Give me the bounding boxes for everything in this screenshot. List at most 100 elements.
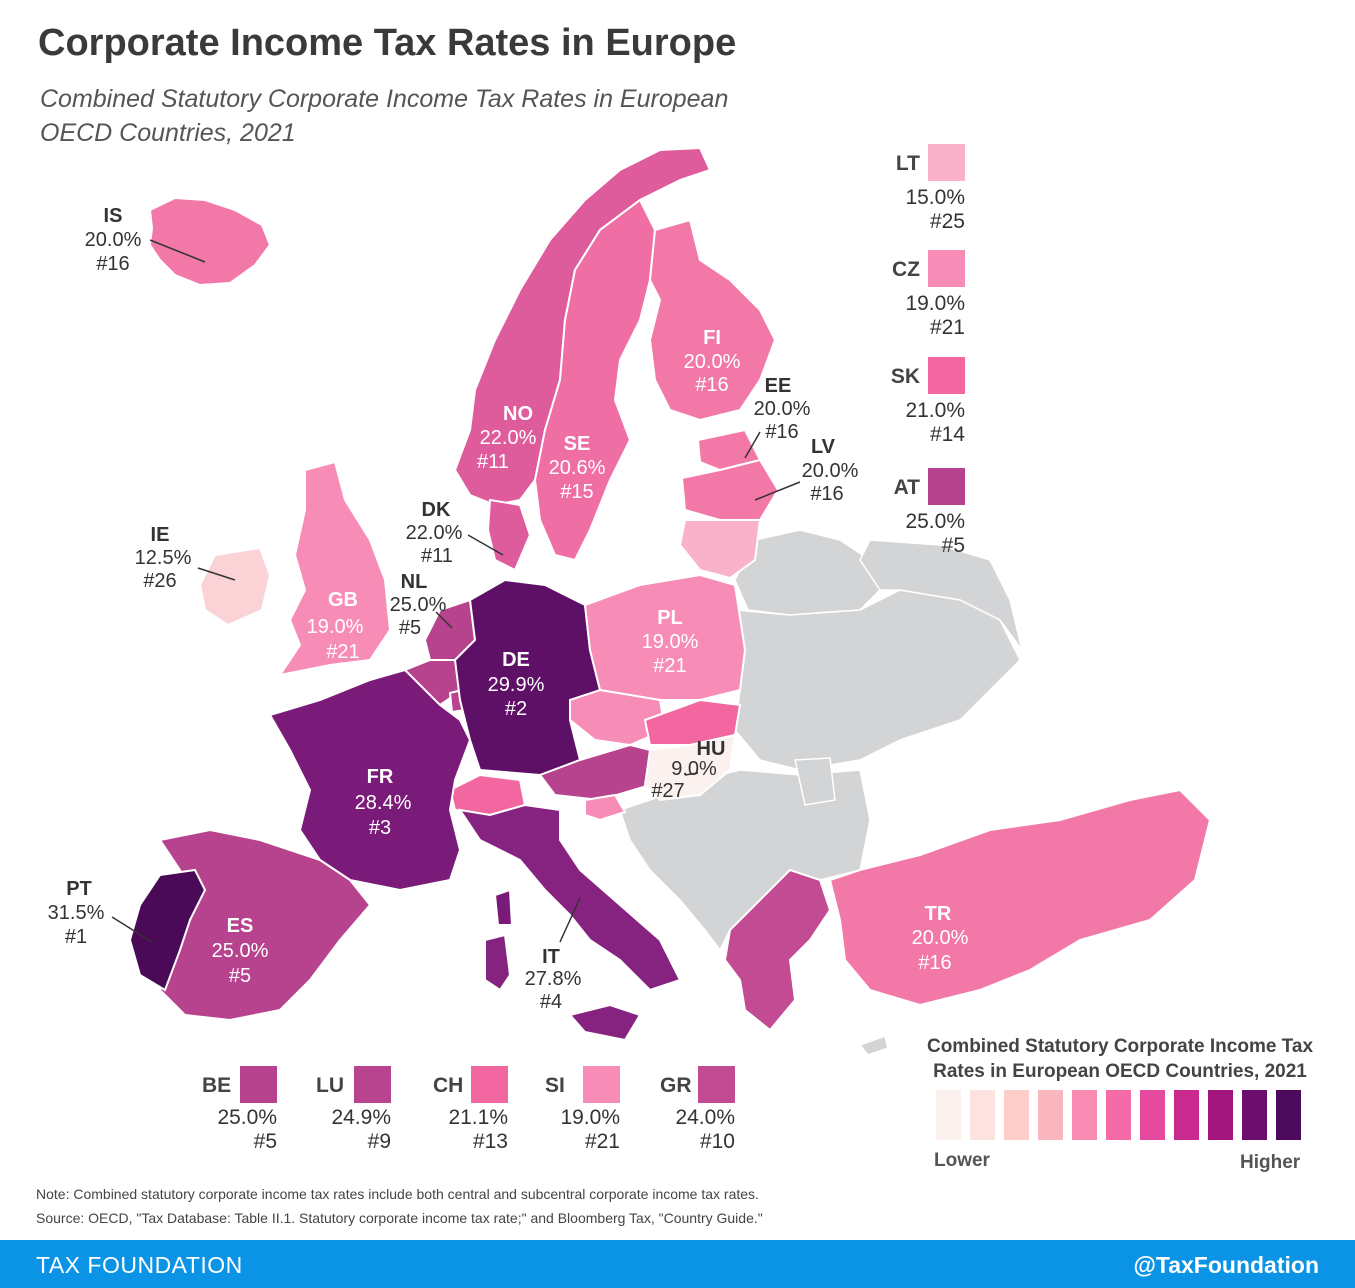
label-it: IT 27.8% #4 [525, 946, 582, 1013]
label-rate: 20.0% [85, 229, 142, 251]
label-rank: #5 [229, 965, 251, 987]
label-rank: #5 [399, 617, 421, 639]
country-labels: IS 20.0% #16 FI 20.0% #16 EE 20.0% #16 L… [48, 205, 969, 1013]
label-fi: FI 20.0% #16 [684, 327, 741, 396]
label-rate: 22.0% [480, 427, 537, 449]
color-legend-step [1208, 1090, 1233, 1140]
bottom-legend-rank: #10 [699, 1130, 735, 1153]
label-gb: GB 19.0% #21 [307, 589, 364, 663]
label-code: TR [925, 903, 952, 925]
italy-shape [457, 803, 682, 992]
color-legend-higher-label: Higher [1240, 1152, 1301, 1173]
bottom-legend-swatch [240, 1066, 277, 1103]
color-legend-title: Combined Statutory Corporate Income Tax … [926, 1036, 1314, 1082]
label-code: GB [328, 589, 358, 611]
label-fr: FR 28.4% #3 [355, 766, 412, 839]
label-code: IE [151, 524, 170, 546]
label-code: DE [502, 649, 530, 671]
moldova-region [794, 757, 836, 806]
source-text: Source: OECD, "Tax Database: Table II.1.… [36, 1210, 763, 1226]
label-code: LV [811, 436, 836, 458]
label-rate: 9.0% [671, 758, 717, 780]
side-legend-swatch [928, 250, 965, 287]
label-rate: 20.0% [754, 398, 811, 420]
color-legend-step [1242, 1090, 1267, 1140]
label-rate: 20.0% [912, 927, 969, 949]
color-legend-step [970, 1090, 995, 1140]
bottom-legend-swatch [583, 1066, 620, 1103]
iceland-shape [148, 196, 272, 287]
label-rate: 12.5% [135, 547, 192, 569]
label-ie: IE 12.5% #26 [135, 524, 192, 592]
slovenia-shape [584, 793, 627, 822]
side-legend-code: AT [893, 476, 920, 499]
label-rank: #1 [65, 926, 87, 948]
label-de: DE 29.9% #2 [488, 649, 545, 720]
label-rank: #27 [651, 780, 684, 802]
side-legend-rate: 19.0% [905, 292, 965, 315]
cyprus-region [858, 1035, 889, 1056]
denmark-shape [486, 498, 532, 572]
color-legend-step [1072, 1090, 1097, 1140]
bottom-legend-rate: 19.0% [560, 1106, 620, 1129]
label-no: NO 22.0% #11 [477, 403, 537, 473]
label-rank: #16 [810, 483, 843, 505]
label-rank: #11 [477, 451, 509, 473]
label-rank: #2 [505, 698, 527, 720]
label-code: NO [503, 403, 533, 425]
oecd-countries [128, 146, 1212, 1042]
label-code: IS [104, 205, 123, 227]
label-rank: #16 [765, 421, 798, 443]
side-legend-swatch [928, 357, 965, 394]
color-legend-step [1174, 1090, 1199, 1140]
map-title: Corporate Income Tax Rates in Europe [38, 22, 737, 64]
label-code: PL [657, 607, 683, 629]
label-rank: #16 [96, 253, 129, 275]
label-rate: 27.8% [525, 968, 582, 990]
bottom-legend-swatch [354, 1066, 391, 1103]
france-shape [268, 668, 472, 892]
label-rate: 19.0% [642, 631, 699, 653]
bottom-legend-code: BE [202, 1074, 232, 1097]
sardinia-shape [484, 933, 512, 992]
sicily-shape [568, 1003, 642, 1042]
label-rate: 28.4% [355, 792, 412, 814]
label-es: ES 25.0% #5 [212, 915, 269, 987]
source-notes: Note: Combined statutory corporate incom… [36, 1182, 763, 1230]
europe-map: IS 20.0% #16 FI 20.0% #16 EE 20.0% #16 L… [48, 146, 1212, 1056]
ireland-shape [198, 546, 272, 627]
label-rate: 31.5% [48, 902, 105, 924]
side-legend-rank: #21 [929, 316, 965, 339]
label-pl: PL 19.0% #21 [642, 607, 699, 677]
footer-bar: TAX FOUNDATION @TaxFoundation [0, 1240, 1355, 1288]
color-legend-step [1276, 1090, 1301, 1140]
label-tr: TR 20.0% #16 [912, 903, 969, 974]
greece-shape [723, 868, 832, 1032]
uk-shape [277, 460, 392, 677]
bottom-legend-code: LU [316, 1074, 344, 1097]
sweden-shape [533, 198, 657, 562]
ukraine-region [734, 589, 1021, 771]
note-text: Note: Combined statutory corporate incom… [36, 1186, 759, 1202]
bottom-legend-rate: 24.9% [331, 1106, 391, 1129]
bottom-legend-rate: 24.0% [675, 1106, 735, 1129]
label-code: PT [66, 878, 92, 900]
label-rank: #3 [369, 817, 391, 839]
bottom-legend-code: GR [660, 1074, 692, 1097]
side-legend-rate: 25.0% [905, 510, 965, 533]
bottom-legend-swatch [471, 1066, 508, 1103]
label-code: HU [697, 738, 726, 760]
side-legend-rank: #14 [929, 423, 965, 446]
side-legend-code: SK [890, 365, 920, 388]
label-se: SE 20.6% #15 [549, 433, 606, 503]
latvia-shape [680, 458, 780, 521]
side-legend-swatch [928, 144, 965, 181]
label-code: DK [422, 499, 451, 521]
hungary-shape [643, 733, 737, 802]
label-rank: #16 [695, 374, 728, 396]
label-code: ES [227, 915, 254, 937]
bottom-legend-rate: 21.1% [448, 1106, 508, 1129]
label-rate: 20.0% [802, 460, 859, 482]
lithuania-shape [678, 519, 762, 580]
side-legend-rate: 21.0% [905, 399, 965, 422]
